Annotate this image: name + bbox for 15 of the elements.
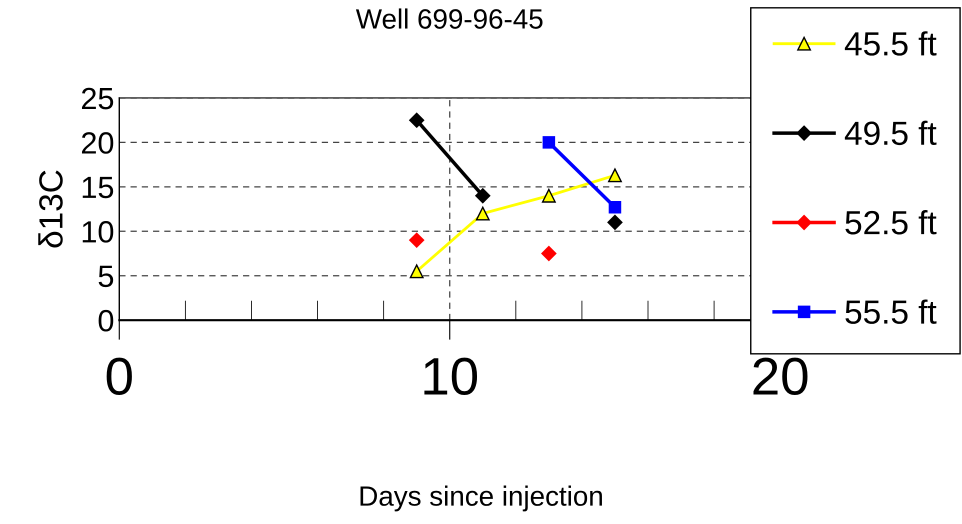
- legend-label: 45.5 ft: [844, 31, 937, 56]
- legend-label: 49.5 ft: [844, 120, 937, 146]
- y-tick-label: 15: [82, 176, 114, 198]
- x-axis-title: Days since injection: [360, 486, 602, 512]
- y-tick-label: 5: [98, 266, 114, 288]
- x-tick-label: 20: [753, 358, 808, 396]
- chart-title: Well 699-96-45: [356, 8, 543, 29]
- legend-label: 52.5 ft: [845, 210, 937, 234]
- y-tick-label: 20: [82, 132, 114, 154]
- y-tick-label: 10: [82, 221, 114, 243]
- y-tick-label: 0: [98, 310, 114, 332]
- y-tick-label: 25: [82, 88, 114, 110]
- legend-label: 55.5 ft: [845, 299, 937, 324]
- y-axis-title: δ13C: [38, 170, 63, 248]
- x-tick-label: 10: [424, 358, 478, 396]
